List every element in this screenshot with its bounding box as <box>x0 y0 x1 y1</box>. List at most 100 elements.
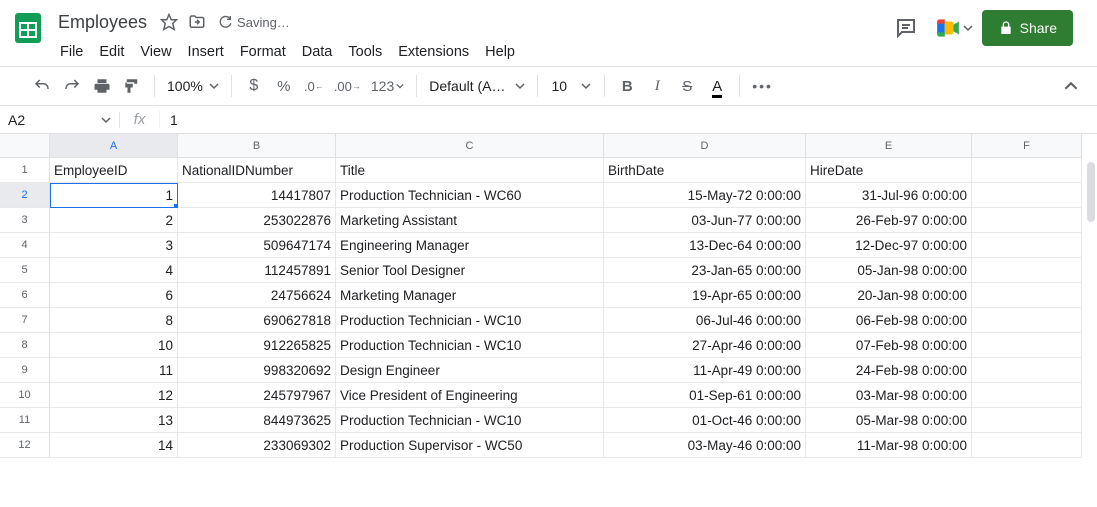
zoom-select[interactable]: 100% <box>163 78 223 94</box>
decrease-decimal-button[interactable]: .0← <box>300 72 328 100</box>
cell-F10[interactable] <box>972 383 1082 408</box>
row-header-12[interactable]: 12 <box>0 433 50 458</box>
cell-C1[interactable]: Title <box>336 158 604 183</box>
cell-E11[interactable]: 05-Mar-98 0:00:00 <box>806 408 972 433</box>
col-header-B[interactable]: B <box>178 134 336 158</box>
formula-input[interactable]: 1 <box>160 112 178 128</box>
cell-F2[interactable] <box>972 183 1082 208</box>
star-icon[interactable] <box>157 10 181 34</box>
undo-button[interactable] <box>28 72 56 100</box>
cell-E8[interactable]: 07-Feb-98 0:00:00 <box>806 333 972 358</box>
menu-view[interactable]: View <box>132 40 179 64</box>
cell-C7[interactable]: Production Technician - WC10 <box>336 308 604 333</box>
cell-D2[interactable]: 15-May-72 0:00:00 <box>604 183 806 208</box>
cell-B4[interactable]: 509647174 <box>178 233 336 258</box>
collapse-toolbar-button[interactable] <box>1057 72 1085 100</box>
move-icon[interactable] <box>185 10 209 34</box>
row-header-1[interactable]: 1 <box>0 158 50 183</box>
cell-E3[interactable]: 26-Feb-97 0:00:00 <box>806 208 972 233</box>
cell-C5[interactable]: Senior Tool Designer <box>336 258 604 283</box>
cell-A12[interactable]: 14 <box>50 433 178 458</box>
row-header-11[interactable]: 11 <box>0 408 50 433</box>
cell-B2[interactable]: 14417807 <box>178 183 336 208</box>
menu-data[interactable]: Data <box>294 40 341 64</box>
cell-E5[interactable]: 05-Jan-98 0:00:00 <box>806 258 972 283</box>
cell-A7[interactable]: 8 <box>50 308 178 333</box>
vertical-scrollbar[interactable] <box>1087 162 1095 222</box>
italic-button[interactable]: I <box>643 72 671 100</box>
cell-E10[interactable]: 03-Mar-98 0:00:00 <box>806 383 972 408</box>
cell-C3[interactable]: Marketing Assistant <box>336 208 604 233</box>
cell-C10[interactable]: Vice President of Engineering <box>336 383 604 408</box>
col-header-A[interactable]: A <box>50 134 178 158</box>
menu-help[interactable]: Help <box>477 40 523 64</box>
menu-insert[interactable]: Insert <box>180 40 232 64</box>
doc-title[interactable]: Employees <box>52 10 153 35</box>
more-tools-button[interactable]: ••• <box>748 72 777 100</box>
cell-D7[interactable]: 06-Jul-46 0:00:00 <box>604 308 806 333</box>
cell-C11[interactable]: Production Technician - WC10 <box>336 408 604 433</box>
cell-F5[interactable] <box>972 258 1082 283</box>
cell-E1[interactable]: HireDate <box>806 158 972 183</box>
cell-E9[interactable]: 24-Feb-98 0:00:00 <box>806 358 972 383</box>
cell-F7[interactable] <box>972 308 1082 333</box>
cell-B12[interactable]: 233069302 <box>178 433 336 458</box>
cell-B5[interactable]: 112457891 <box>178 258 336 283</box>
menu-file[interactable]: File <box>52 40 91 64</box>
row-header-5[interactable]: 5 <box>0 258 50 283</box>
sheets-logo[interactable] <box>8 8 48 48</box>
increase-decimal-button[interactable]: .00→ <box>330 72 365 100</box>
cell-B8[interactable]: 912265825 <box>178 333 336 358</box>
cell-E6[interactable]: 20-Jan-98 0:00:00 <box>806 283 972 308</box>
cell-D3[interactable]: 03-Jun-77 0:00:00 <box>604 208 806 233</box>
cell-D10[interactable]: 01-Sep-61 0:00:00 <box>604 383 806 408</box>
menu-extensions[interactable]: Extensions <box>390 40 477 64</box>
cell-D5[interactable]: 23-Jan-65 0:00:00 <box>604 258 806 283</box>
print-button[interactable] <box>88 72 116 100</box>
meet-button[interactable] <box>934 8 974 48</box>
redo-button[interactable] <box>58 72 86 100</box>
cell-F11[interactable] <box>972 408 1082 433</box>
cell-F6[interactable] <box>972 283 1082 308</box>
row-header-2[interactable]: 2 <box>0 183 50 208</box>
menu-edit[interactable]: Edit <box>91 40 132 64</box>
cell-B11[interactable]: 844973625 <box>178 408 336 433</box>
cell-C2[interactable]: Production Technician - WC60 <box>336 183 604 208</box>
font-size-select[interactable]: 10 <box>546 78 596 94</box>
menu-tools[interactable]: Tools <box>340 40 390 64</box>
row-header-4[interactable]: 4 <box>0 233 50 258</box>
cell-C8[interactable]: Production Technician - WC10 <box>336 333 604 358</box>
cell-D12[interactable]: 03-May-46 0:00:00 <box>604 433 806 458</box>
cell-D4[interactable]: 13-Dec-64 0:00:00 <box>604 233 806 258</box>
paint-format-button[interactable] <box>118 72 146 100</box>
bold-button[interactable]: B <box>613 72 641 100</box>
cell-D6[interactable]: 19-Apr-65 0:00:00 <box>604 283 806 308</box>
cell-C12[interactable]: Production Supervisor - WC50 <box>336 433 604 458</box>
cell-A8[interactable]: 10 <box>50 333 178 358</box>
cell-C4[interactable]: Engineering Manager <box>336 233 604 258</box>
cell-A6[interactable]: 6 <box>50 283 178 308</box>
cell-A10[interactable]: 12 <box>50 383 178 408</box>
select-all-corner[interactable] <box>0 134 50 158</box>
font-select[interactable]: Default (Ari… <box>425 78 529 94</box>
cell-A1[interactable]: EmployeeID <box>50 158 178 183</box>
name-box[interactable]: A2 <box>0 112 120 128</box>
row-header-8[interactable]: 8 <box>0 333 50 358</box>
cell-D8[interactable]: 27-Apr-46 0:00:00 <box>604 333 806 358</box>
text-color-button[interactable]: A <box>703 72 731 100</box>
strikethrough-button[interactable]: S <box>673 72 701 100</box>
cell-A2[interactable]: 1 <box>50 183 178 208</box>
currency-button[interactable]: $ <box>240 72 268 100</box>
cell-F12[interactable] <box>972 433 1082 458</box>
cell-C9[interactable]: Design Engineer <box>336 358 604 383</box>
cell-F1[interactable] <box>972 158 1082 183</box>
cell-B9[interactable]: 998320692 <box>178 358 336 383</box>
cell-A9[interactable]: 11 <box>50 358 178 383</box>
row-header-6[interactable]: 6 <box>0 283 50 308</box>
cell-C6[interactable]: Marketing Manager <box>336 283 604 308</box>
col-header-F[interactable]: F <box>972 134 1082 158</box>
col-header-C[interactable]: C <box>336 134 604 158</box>
col-header-E[interactable]: E <box>806 134 972 158</box>
percent-button[interactable]: % <box>270 72 298 100</box>
row-header-7[interactable]: 7 <box>0 308 50 333</box>
